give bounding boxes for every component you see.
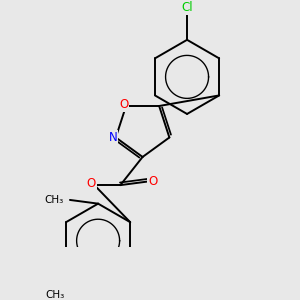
Text: CH₃: CH₃ xyxy=(45,290,64,300)
Text: CH₃: CH₃ xyxy=(45,195,64,205)
Text: Cl: Cl xyxy=(181,2,193,14)
Text: O: O xyxy=(87,177,96,190)
Text: O: O xyxy=(148,175,158,188)
Text: N: N xyxy=(109,131,117,144)
Text: O: O xyxy=(119,98,128,111)
